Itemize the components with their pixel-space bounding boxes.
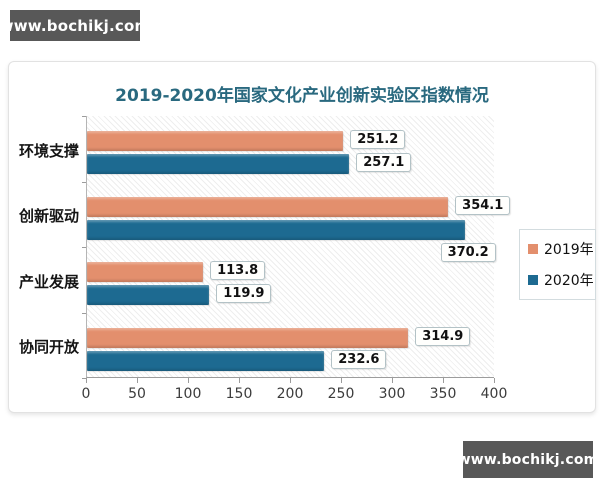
bar-value-label-series0-group1: 354.1 [455, 195, 511, 215]
x-tick-mark-5 [341, 378, 342, 383]
x-tick-label-3: 150 [225, 386, 253, 402]
bar-series0-group0 [87, 131, 344, 151]
bar-series1-group2 [87, 285, 210, 305]
x-tick-label-7: 350 [429, 386, 457, 402]
x-tick-label-1: 50 [128, 386, 146, 402]
y-tick-mark-0 [82, 116, 86, 117]
legend-swatch-series0 [528, 244, 538, 254]
y-tick-mark-4 [82, 378, 86, 379]
bar-series0-group3 [87, 327, 409, 348]
watermark-banner-bottom: www.bochikj.com [458, 441, 598, 478]
x-tick-label-2: 100 [174, 386, 202, 402]
x-tick-label-8: 400 [480, 386, 508, 402]
y-tick-mark-1 [82, 181, 86, 183]
x-tick-mark-7 [443, 378, 444, 383]
watermark-text-bottom: www.bochikj.com [457, 451, 599, 468]
legend-label-series1: 2020年 [544, 273, 594, 289]
bar-series1-group0 [87, 154, 350, 174]
bar-value-label-series1-group2: 119.9 [216, 284, 272, 303]
x-tick-mark-1 [137, 378, 138, 383]
x-tick-label-0: 0 [81, 386, 91, 402]
y-tick-mark-3 [82, 312, 86, 314]
bar-value-label-series1-group3: 232.6 [331, 349, 387, 369]
bar-value-label-series0-group3: 314.9 [415, 326, 471, 346]
bar-value-label-series0-group0: 251.2 [350, 130, 406, 149]
legend-item-series0: 2019年 [528, 239, 594, 259]
bar-value-label-series0-group2: 113.8 [210, 261, 266, 280]
legend-item-series1: 2020年 [528, 270, 594, 290]
bar-series0-group1 [87, 196, 449, 217]
watermark-text-top: www.bochikj.com [0, 16, 151, 35]
x-tick-label-4: 200 [276, 386, 304, 402]
bar-series0-group2 [87, 262, 204, 282]
x-tick-label-6: 300 [378, 386, 406, 402]
plot-area: 251.2 257.1 354.1 370.2 113.8 119.9 314.9 232.6 [86, 116, 511, 378]
category-label-0: 环境支撑 [19, 141, 80, 160]
legend-label-series0: 2019年 [544, 242, 594, 258]
category-label-1: 创新驱动 [19, 207, 80, 226]
legend-swatch-series1 [528, 275, 538, 285]
x-tick-mark-0 [86, 378, 87, 383]
category-label-3: 协同开放 [19, 338, 80, 357]
x-tick-mark-6 [392, 378, 393, 383]
category-label-2: 产业发展 [19, 272, 80, 291]
bar-series1-group1 [87, 219, 465, 240]
y-tick-mark-2 [82, 247, 86, 248]
x-tick-mark-4 [290, 378, 291, 383]
bar-value-label-series1-group0: 257.1 [356, 153, 412, 172]
x-tick-mark-8 [494, 378, 495, 383]
watermark-banner-top: www.bochikj.com [0, 10, 150, 41]
legend: 2019年 2020年 [519, 229, 596, 300]
x-tick-mark-3 [239, 378, 240, 383]
chart-card: 2019-2020年国家文化产业创新实验区指数情况 251.2 257.1 354.… [8, 61, 596, 413]
x-tick-mark-2 [188, 378, 189, 383]
bar-value-label-series1-group1: 370.2 [440, 242, 496, 262]
chart-title: 2019-2020年国家文化产业创新实验区指数情况 [115, 86, 489, 106]
x-tick-label-5: 250 [327, 386, 355, 402]
bar-series1-group3 [87, 350, 325, 371]
